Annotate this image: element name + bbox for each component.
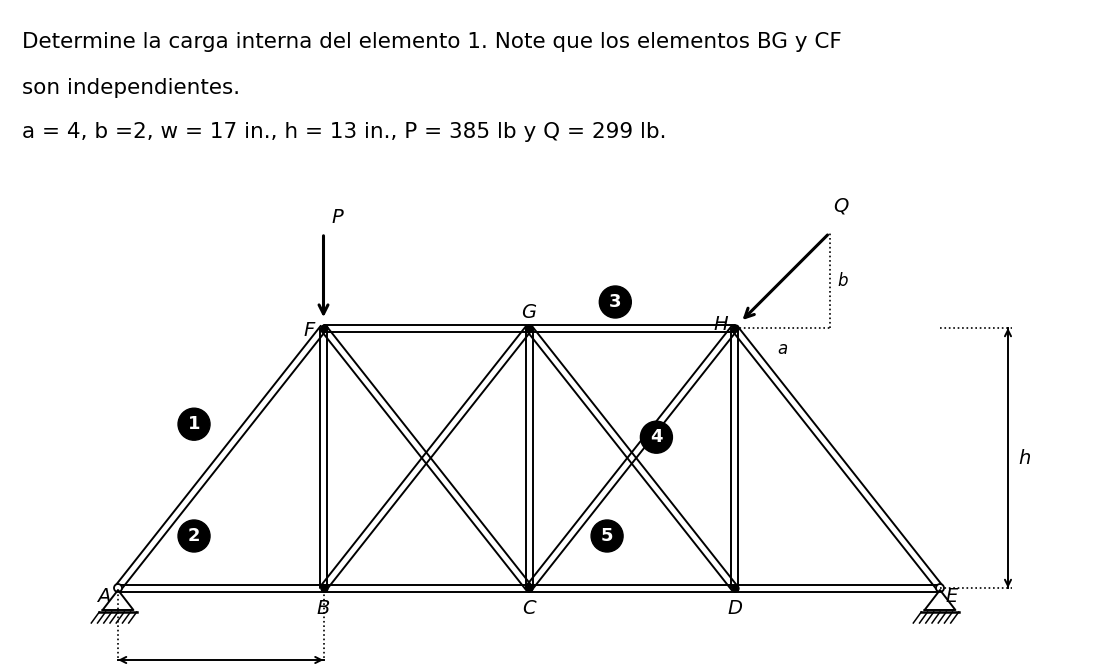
Text: G: G	[521, 303, 537, 321]
Polygon shape	[102, 590, 134, 610]
Text: C: C	[522, 599, 536, 617]
Circle shape	[592, 520, 623, 552]
Text: 3: 3	[609, 293, 622, 311]
Text: Q: Q	[833, 196, 849, 215]
Circle shape	[114, 584, 123, 592]
Text: 1: 1	[188, 415, 201, 433]
Text: 5: 5	[600, 527, 614, 545]
Circle shape	[641, 421, 673, 453]
Text: son independientes.: son independientes.	[22, 78, 241, 98]
Text: 2: 2	[188, 527, 201, 545]
Text: E: E	[946, 586, 958, 605]
Text: 4: 4	[651, 428, 663, 446]
Text: Determine la carga interna del elemento 1. Note que los elementos BG y CF: Determine la carga interna del elemento …	[22, 32, 842, 52]
Text: B: B	[316, 599, 330, 617]
Text: A: A	[97, 586, 110, 605]
Polygon shape	[925, 590, 956, 610]
Text: a = 4, b =2, w = 17 in., h = 13 in., P = 385 lb y Q = 299 lb.: a = 4, b =2, w = 17 in., h = 13 in., P =…	[22, 122, 666, 142]
Text: P: P	[332, 208, 343, 227]
Circle shape	[936, 584, 944, 592]
Circle shape	[178, 408, 211, 440]
Text: h: h	[1018, 448, 1030, 468]
Text: F: F	[304, 321, 315, 340]
Circle shape	[599, 286, 632, 318]
Circle shape	[178, 520, 211, 552]
Text: b: b	[838, 272, 848, 289]
Text: H: H	[713, 315, 727, 333]
Text: a: a	[776, 340, 788, 358]
Text: D: D	[727, 599, 742, 617]
